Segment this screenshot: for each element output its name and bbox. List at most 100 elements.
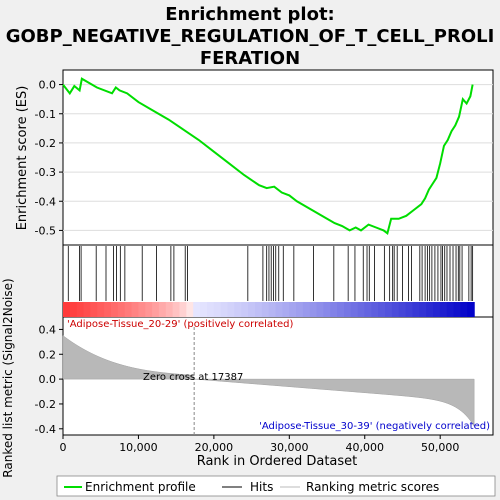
heat-bar-segment bbox=[268, 302, 277, 317]
es-y-tick-label: -0.1 bbox=[35, 108, 56, 121]
metric-y-tick-label: 0.4 bbox=[39, 323, 57, 336]
heat-bar-segment bbox=[138, 302, 146, 317]
heat-bar-segment bbox=[453, 302, 462, 317]
heat-bar-segment bbox=[131, 302, 139, 317]
x-tick-label: 40,000 bbox=[346, 441, 385, 454]
heat-bar-segment bbox=[227, 302, 235, 317]
metric-y-axis: 0.4 0.2 0.0 -0.2 -0.4 bbox=[35, 323, 63, 436]
heat-bar-segment bbox=[200, 302, 208, 317]
negative-correlation-label: 'Adipose-Tissue_30-39' (negatively corre… bbox=[259, 421, 490, 432]
heat-bar-segment bbox=[419, 302, 427, 317]
heat-bar-segment bbox=[186, 302, 194, 317]
positive-correlation-label: 'Adipose-Tissue_20-29' (positively corre… bbox=[67, 319, 293, 330]
x-tick-label: 30,000 bbox=[270, 441, 309, 454]
chart-title-line3: FERATION bbox=[200, 48, 300, 69]
heat-bar-segment bbox=[172, 302, 181, 317]
chart-title-line1: Enrichment plot: bbox=[165, 4, 335, 25]
es-y-axis-label: Enrichment score (ES) bbox=[15, 86, 30, 231]
heat-bar-segment bbox=[124, 302, 133, 317]
legend-metric-label: Ranking metric scores bbox=[306, 480, 439, 494]
heat-bar-segment bbox=[248, 302, 256, 317]
legend-hits-label: Hits bbox=[250, 480, 273, 494]
heat-bar-segment bbox=[295, 302, 304, 317]
heat-bar-segment bbox=[371, 302, 379, 317]
heat-bar-segment bbox=[378, 302, 386, 317]
heat-bar-segment bbox=[289, 302, 297, 317]
heat-bar-segment bbox=[323, 302, 331, 317]
es-y-axis: 0.0 -0.1 -0.2 -0.3 -0.4 -0.5 bbox=[35, 79, 63, 237]
metric-y-tick-label: -0.4 bbox=[35, 423, 56, 436]
heat-bar-segment bbox=[302, 302, 311, 317]
x-tick-label: 20,000 bbox=[195, 441, 234, 454]
heat-bar-segment bbox=[193, 302, 201, 317]
heat-bar-segment bbox=[433, 302, 441, 317]
es-y-tick-label: -0.2 bbox=[35, 137, 56, 150]
enrichment-profile-curve bbox=[62, 77, 474, 236]
heat-bar-segment bbox=[213, 302, 222, 317]
heat-bar-segment bbox=[179, 302, 187, 317]
heat-bar-segment bbox=[234, 302, 242, 317]
es-panel bbox=[62, 69, 494, 246]
heat-bar-segment bbox=[90, 302, 98, 317]
heat-bar-segment bbox=[261, 302, 270, 317]
es-y-tick-label: -0.5 bbox=[35, 224, 56, 237]
heat-bar-segment bbox=[316, 302, 324, 317]
es-y-tick-label: -0.4 bbox=[35, 195, 56, 208]
hit-marks bbox=[67, 246, 474, 301]
heat-bar-segment bbox=[152, 302, 160, 317]
heat-bar-segment bbox=[357, 302, 366, 317]
heat-bar-segment bbox=[241, 302, 249, 317]
metric-y-axis-label: Ranked list metric (Signal2Noise) bbox=[1, 278, 15, 477]
heat-bar-segment bbox=[275, 302, 283, 317]
enrichment-profile-line bbox=[62, 77, 474, 236]
chart-title-line2: GOBP_NEGATIVE_REGULATION_OF_T_CELL_PROLI bbox=[6, 26, 495, 47]
heat-bar-segment bbox=[343, 302, 352, 317]
heat-bar-segment bbox=[76, 302, 85, 317]
metric-y-tick-label: 0.0 bbox=[39, 373, 57, 386]
legend-box bbox=[56, 475, 496, 497]
heat-bar-segment bbox=[254, 302, 263, 317]
heat-bar-segment bbox=[460, 302, 468, 317]
heat-bar-segment bbox=[63, 302, 71, 317]
es-gridlines bbox=[63, 84, 493, 231]
heat-bar-segment bbox=[282, 302, 290, 317]
heat-bar-segment bbox=[110, 302, 119, 317]
heat-bar-segment bbox=[446, 302, 455, 317]
heat-bar-segment bbox=[206, 302, 215, 317]
heat-bar-segment bbox=[337, 302, 345, 317]
heat-bar-segment bbox=[350, 302, 359, 317]
heat-bar-segment bbox=[145, 302, 153, 317]
heat-bar-segment bbox=[309, 302, 318, 317]
heat-bar-segment bbox=[158, 302, 167, 317]
heat-bar-segment bbox=[97, 302, 105, 317]
heat-bar-segment bbox=[405, 302, 414, 317]
heat-bar-segment bbox=[117, 302, 126, 317]
heat-bar-segment bbox=[385, 302, 393, 317]
ranking-heat-bar bbox=[63, 302, 475, 317]
metric-y-tick-label: 0.2 bbox=[39, 348, 57, 361]
heat-bar-segment bbox=[391, 302, 400, 317]
heat-bar-segment bbox=[165, 302, 174, 317]
es-y-tick-label: -0.3 bbox=[35, 166, 56, 179]
heat-bar-segment bbox=[330, 302, 338, 317]
x-axis-label: Rank in Ordered Dataset bbox=[197, 454, 358, 469]
x-axis: 0 10,000 20,000 30,000 40,000 50,000 bbox=[60, 435, 460, 454]
heat-bar-segment bbox=[83, 302, 92, 317]
heat-bar-segment bbox=[220, 302, 229, 317]
x-tick-label: 0 bbox=[60, 441, 67, 454]
x-tick-label: 10,000 bbox=[119, 441, 158, 454]
heat-bar-segment bbox=[364, 302, 372, 317]
heat-bar-segment bbox=[439, 302, 448, 317]
x-tick-label: 50,000 bbox=[421, 441, 460, 454]
ranking-metric-area bbox=[62, 327, 475, 435]
legend-enrichment-label: Enrichment profile bbox=[85, 480, 196, 494]
metric-y-tick-label: -0.2 bbox=[35, 398, 56, 411]
heat-bar-segment bbox=[412, 302, 420, 317]
es-y-tick-label: 0.0 bbox=[39, 79, 57, 92]
heat-bar-segment bbox=[398, 302, 407, 317]
heat-bar-segment bbox=[426, 302, 434, 317]
heat-bar-segment bbox=[104, 302, 112, 317]
zero-cross-label: Zero cross at 17387 bbox=[143, 372, 243, 383]
heat-bar-segment bbox=[69, 302, 78, 317]
